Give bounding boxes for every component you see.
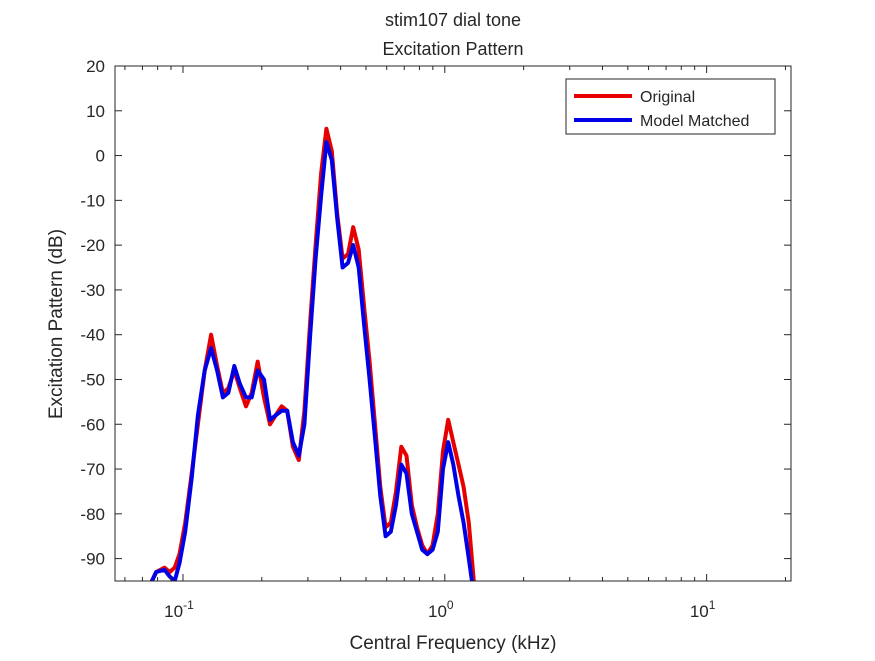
series-layer <box>149 126 476 581</box>
x-axis-label: Central Frequency (kHz) <box>350 633 557 654</box>
y-tick-label: -20 <box>80 236 105 255</box>
legend-box <box>565 78 776 135</box>
y-tick-label: -50 <box>80 370 105 389</box>
y-tick-label: 0 <box>96 147 105 166</box>
axis-ticks <box>115 65 791 581</box>
y-tick-label: -30 <box>80 281 105 300</box>
x-tick-label: 100 <box>428 598 454 621</box>
y-tick-label: 20 <box>86 57 105 76</box>
legend: Original Model Matched <box>565 78 776 135</box>
y-tick-label: -40 <box>80 326 105 345</box>
legend-label-original: Original <box>640 89 695 106</box>
y-tick-label: -90 <box>80 550 105 569</box>
x-tick-label: 10-1 <box>164 598 194 621</box>
y-tick-labels: 20 10 0 -10 -20 -30 -40 -50 -60 -70 -80 -90 <box>80 57 105 569</box>
plot-background <box>115 66 791 581</box>
y-tick-label: -10 <box>80 191 105 210</box>
y-tick-label: -60 <box>80 415 105 434</box>
y-tick-label: -80 <box>80 505 105 524</box>
series-line-model-matched <box>149 140 474 581</box>
y-tick-label: -70 <box>80 460 105 479</box>
series-line-original <box>149 126 476 581</box>
x-tick-label: 101 <box>690 598 716 621</box>
y-tick-label: 10 <box>86 102 105 121</box>
plot-frame <box>114 65 792 582</box>
x-tick-labels: 10-1 100 101 <box>164 598 716 621</box>
chart-title: stim107 dial tone <box>385 10 521 30</box>
chart-subtitle: Excitation Pattern <box>382 39 523 59</box>
legend-label-model-matched: Model Matched <box>640 113 749 130</box>
y-axis-label: Excitation Pattern (dB) <box>46 229 67 419</box>
